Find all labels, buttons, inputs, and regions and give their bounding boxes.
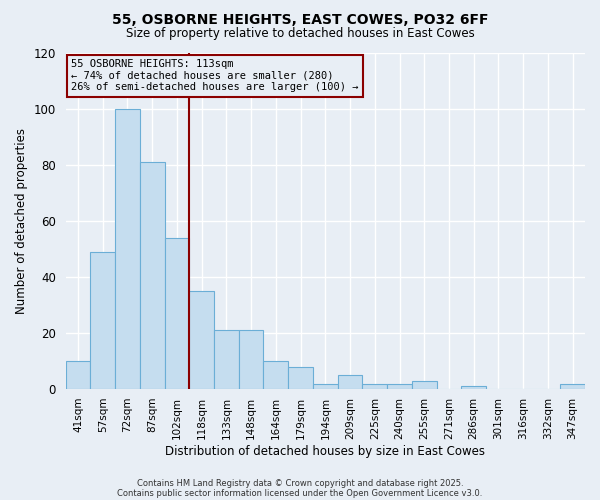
Bar xyxy=(164,238,190,389)
Bar xyxy=(338,375,362,389)
Bar xyxy=(190,291,214,389)
Text: Contains HM Land Registry data © Crown copyright and database right 2025.: Contains HM Land Registry data © Crown c… xyxy=(137,478,463,488)
Bar xyxy=(239,330,263,389)
Bar xyxy=(115,108,140,389)
X-axis label: Distribution of detached houses by size in East Cowes: Distribution of detached houses by size … xyxy=(166,444,485,458)
Bar xyxy=(140,162,164,389)
Bar xyxy=(313,384,338,389)
Bar xyxy=(461,386,486,389)
Bar xyxy=(387,384,412,389)
Bar xyxy=(65,361,91,389)
Bar xyxy=(412,381,437,389)
Bar xyxy=(91,252,115,389)
Text: Contains public sector information licensed under the Open Government Licence v3: Contains public sector information licen… xyxy=(118,488,482,498)
Bar xyxy=(214,330,239,389)
Bar xyxy=(263,361,288,389)
Text: 55 OSBORNE HEIGHTS: 113sqm
← 74% of detached houses are smaller (280)
26% of sem: 55 OSBORNE HEIGHTS: 113sqm ← 74% of deta… xyxy=(71,59,358,92)
Bar xyxy=(288,366,313,389)
Bar xyxy=(362,384,387,389)
Text: Size of property relative to detached houses in East Cowes: Size of property relative to detached ho… xyxy=(125,28,475,40)
Bar xyxy=(560,384,585,389)
Text: 55, OSBORNE HEIGHTS, EAST COWES, PO32 6FF: 55, OSBORNE HEIGHTS, EAST COWES, PO32 6F… xyxy=(112,12,488,26)
Y-axis label: Number of detached properties: Number of detached properties xyxy=(15,128,28,314)
